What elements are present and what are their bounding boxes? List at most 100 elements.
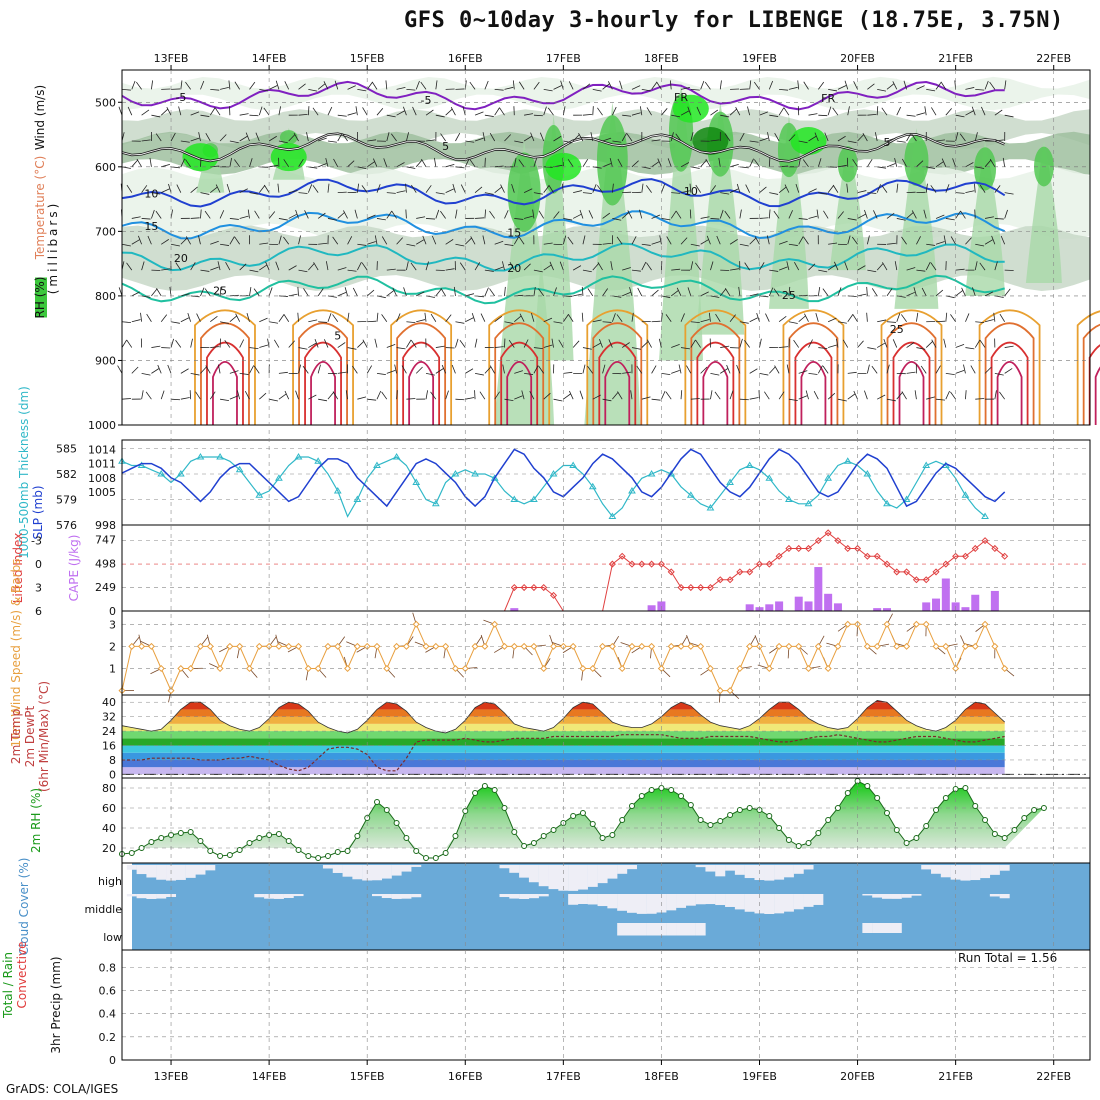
- rh-marker: [707, 822, 714, 828]
- wind-barb: [200, 269, 210, 272]
- wind-barb: [416, 216, 426, 219]
- wind-barb: [894, 157, 898, 167]
- iso-boundary-loop: [1094, 366, 1100, 425]
- wind-speed-marker: [618, 664, 626, 673]
- wind-barb: [876, 106, 879, 116]
- wind-barb: [690, 398, 700, 400]
- wind-barb: [200, 192, 210, 195]
- wind-barb: [219, 286, 222, 296]
- wind-barb: [480, 313, 486, 322]
- rh-tick-label: 80: [102, 782, 116, 795]
- lifted-index-marker: [510, 584, 518, 592]
- wind-barb: [538, 365, 545, 374]
- wind-barb: [749, 397, 759, 400]
- wind-barb: [366, 81, 373, 90]
- rh-band: [122, 76, 1090, 111]
- rh-marker: [874, 795, 881, 801]
- wind-barb: [421, 158, 427, 168]
- wind-barb: [822, 288, 829, 297]
- wind-barb: [935, 365, 941, 374]
- wind-barb: [588, 210, 594, 219]
- wind-barb: [445, 390, 449, 400]
- wind-speed-marker: [402, 642, 410, 650]
- wind-barb: [661, 184, 665, 193]
- wind-barb: [994, 139, 1004, 142]
- wind-barb: [759, 111, 768, 116]
- rh-marker: [540, 833, 547, 839]
- wind-barb: [798, 315, 806, 323]
- li-tick-label: 3: [35, 582, 42, 595]
- wind-barb: [582, 364, 586, 374]
- wind-barb: [582, 235, 586, 245]
- wind-barb: [700, 319, 710, 323]
- cape-bar: [971, 594, 980, 611]
- wind-barb: [984, 216, 994, 219]
- wind-barb: [866, 312, 868, 322]
- wind-barb: [327, 313, 332, 322]
- wind-speed-marker: [844, 620, 852, 628]
- iso-boundary-loop: [990, 341, 1029, 425]
- cape-tick-label: 249: [95, 581, 116, 594]
- wind-barb: [126, 184, 133, 193]
- wind-barb: [738, 286, 741, 296]
- wind-barb: [259, 317, 268, 323]
- wind-barb: [828, 344, 837, 348]
- wind-barb: [327, 183, 330, 193]
- rh-marker: [442, 850, 449, 856]
- wind-barb: [817, 286, 821, 296]
- wind-barb: [768, 209, 771, 219]
- wind-barb: [612, 140, 622, 143]
- wind-barb: [818, 81, 825, 90]
- wind-barb: [646, 262, 652, 271]
- cloud-level-label: high: [98, 875, 122, 888]
- cloud-cell: [980, 865, 991, 879]
- wind-barb: [412, 106, 417, 116]
- wind-barb: [533, 114, 543, 117]
- iso-boundary-loop: [586, 309, 649, 425]
- wind-barb: [680, 110, 690, 116]
- wind-barb: [739, 209, 742, 219]
- wind-barb: [828, 242, 838, 245]
- rh-marker: [148, 839, 155, 845]
- wind-barb: [416, 239, 425, 245]
- cloud-cell: [676, 923, 687, 936]
- cloud-cell: [401, 865, 412, 872]
- cloud-cell: [626, 894, 637, 913]
- isotherm-label: FR: [674, 91, 688, 104]
- lifted-index-marker: [863, 552, 871, 560]
- wind-barb: [935, 398, 946, 401]
- thickness-marker: [196, 453, 205, 460]
- cloud-cell: [666, 923, 677, 936]
- wind-barb: [886, 398, 896, 402]
- wind-barb: [273, 339, 280, 348]
- wind-barb: [415, 366, 423, 374]
- rh-marker: [452, 833, 459, 839]
- wind-barb: [298, 114, 308, 116]
- wind-barb: [1004, 114, 1014, 118]
- wind-barb: [786, 261, 790, 271]
- cloud-cell: [626, 923, 637, 936]
- wind-barb: [200, 209, 202, 219]
- wind-barb: [622, 267, 631, 271]
- lifted-index-marker: [981, 537, 989, 545]
- wind-barb: [268, 85, 278, 90]
- wind-barb: [386, 210, 393, 219]
- wind-barb: [533, 286, 536, 296]
- wind-barb: [923, 209, 927, 219]
- wind-barb: [445, 108, 453, 116]
- wind-speed-marker: [530, 642, 538, 650]
- date-label-top: 21FEB: [938, 52, 973, 65]
- wind-barb: [304, 210, 309, 219]
- wind-barb: [494, 346, 504, 348]
- wind-barb: [955, 114, 965, 118]
- date-label-top: 22FEB: [1036, 52, 1071, 65]
- wind-barb: [817, 158, 822, 167]
- wind-barb: [989, 158, 996, 168]
- wind-barb: [621, 342, 630, 348]
- wind-barb: [529, 391, 535, 400]
- wind-barb: [818, 347, 828, 350]
- wind-barb: [862, 132, 868, 142]
- wind-barb: [278, 235, 282, 245]
- wind-barb: [710, 261, 714, 271]
- cloud-cell: [411, 894, 422, 898]
